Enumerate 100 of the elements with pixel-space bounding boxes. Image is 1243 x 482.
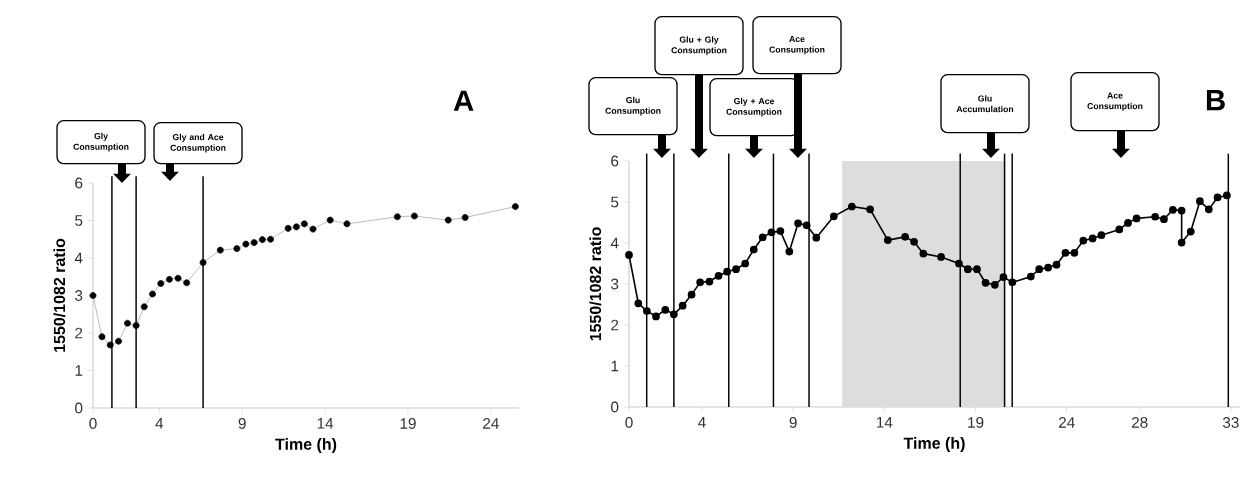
point xyxy=(901,232,909,241)
y-axis-title: 1550/1082 ratio xyxy=(589,227,602,341)
text: Ace Consumption xyxy=(1087,92,1143,111)
point xyxy=(250,239,258,247)
point xyxy=(140,303,148,311)
x-axis-title: Time (h) xyxy=(275,438,337,453)
point xyxy=(661,305,670,314)
x-tick-label: 28 xyxy=(1131,417,1148,428)
point xyxy=(652,312,660,321)
x-tick-label: 33 xyxy=(1222,417,1239,428)
point xyxy=(866,205,874,214)
y-tick-label: 6 xyxy=(75,177,83,189)
point xyxy=(964,265,972,274)
text: Gly and Ace Consumption xyxy=(170,133,226,153)
y-tick-label: 1 xyxy=(611,360,619,372)
point xyxy=(157,280,165,287)
point xyxy=(634,299,643,308)
point xyxy=(1008,278,1017,287)
point xyxy=(999,273,1008,281)
y-tick-label: 4 xyxy=(610,237,619,249)
point xyxy=(267,235,274,243)
y-axis-title: 1550/1082 ratio xyxy=(53,238,66,352)
y-tick-label: 3 xyxy=(611,278,619,290)
y-tick-label: 5 xyxy=(75,215,83,226)
point xyxy=(1213,193,1222,202)
point xyxy=(1177,238,1186,247)
point xyxy=(625,251,633,259)
x-tick-label: 14 xyxy=(317,418,334,429)
x-tick-label: 9 xyxy=(789,417,797,428)
point xyxy=(1061,248,1070,257)
point xyxy=(1222,191,1231,200)
point xyxy=(776,227,785,235)
point xyxy=(1088,234,1097,243)
point xyxy=(723,267,731,276)
point xyxy=(166,275,173,283)
point xyxy=(696,278,704,287)
x-tick-label: 19 xyxy=(968,417,984,428)
point xyxy=(1151,212,1160,221)
y-tick-label: 2 xyxy=(75,327,83,339)
point xyxy=(802,221,811,230)
point xyxy=(794,219,802,228)
point xyxy=(1132,214,1141,223)
point xyxy=(714,271,723,280)
x-tick-label: 4 xyxy=(155,418,164,429)
x-tick-label: 24 xyxy=(483,418,499,429)
point xyxy=(1070,248,1079,257)
x-tick-label: 14 xyxy=(876,417,893,428)
y-tick-label: 1 xyxy=(75,365,83,376)
point xyxy=(183,279,191,287)
point xyxy=(309,225,317,233)
chart-title: B xyxy=(1206,90,1225,111)
text: Glu + Gly Consumption xyxy=(671,36,727,56)
point xyxy=(1196,197,1204,206)
point xyxy=(216,246,224,254)
point xyxy=(461,214,469,221)
point xyxy=(741,259,750,268)
point xyxy=(89,292,97,299)
y-tick-label: 4 xyxy=(74,252,83,264)
x-tick-label: 19 xyxy=(400,418,416,429)
point xyxy=(1079,236,1088,245)
point xyxy=(767,228,776,237)
point xyxy=(1052,260,1061,269)
text: Gly Consumption xyxy=(73,132,129,152)
point xyxy=(643,307,651,315)
point xyxy=(259,236,266,244)
text: Ace Consumption xyxy=(769,35,825,55)
point xyxy=(1186,227,1195,236)
point xyxy=(883,236,892,244)
point xyxy=(242,240,250,248)
point xyxy=(393,213,401,221)
point xyxy=(919,249,928,258)
point xyxy=(1115,225,1124,234)
point xyxy=(292,223,300,231)
point xyxy=(1097,231,1106,240)
point xyxy=(132,322,140,329)
point xyxy=(149,290,156,298)
point xyxy=(812,233,821,242)
text: Gly + Ace Consumption xyxy=(726,97,782,117)
point xyxy=(98,333,106,341)
point xyxy=(785,247,794,256)
point xyxy=(848,202,856,211)
y-tick-label: 6 xyxy=(611,155,619,167)
point xyxy=(106,341,114,349)
point xyxy=(199,259,207,266)
point xyxy=(687,290,696,299)
x-tick-label: 0 xyxy=(625,417,633,428)
y-tick-label: 5 xyxy=(611,196,619,208)
point xyxy=(955,259,963,268)
x-tick-label: 0 xyxy=(89,418,97,429)
point xyxy=(1204,205,1213,214)
point xyxy=(115,337,122,345)
point xyxy=(1177,206,1186,215)
point xyxy=(511,203,519,211)
point xyxy=(910,237,918,246)
point xyxy=(829,212,838,221)
point xyxy=(1160,215,1168,224)
x-tick-label: 9 xyxy=(238,418,246,429)
point xyxy=(124,319,131,327)
point xyxy=(758,233,767,242)
point xyxy=(937,253,945,261)
